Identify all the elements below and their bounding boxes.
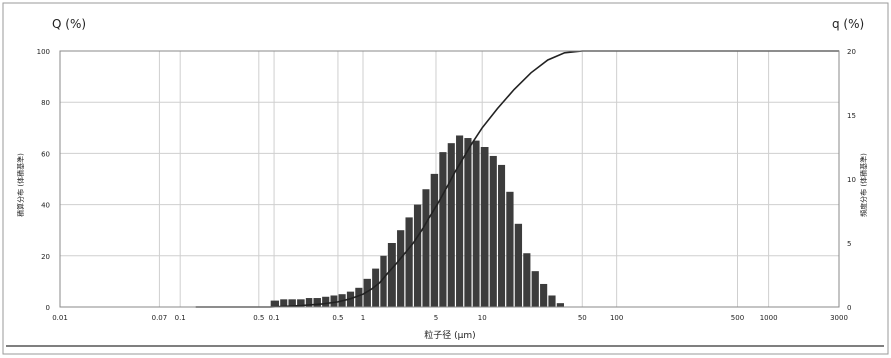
histogram-bar: [288, 299, 296, 307]
x-tick-label: 500: [731, 314, 744, 322]
x-tick-label: 100: [610, 314, 623, 322]
histogram-bar: [456, 135, 464, 307]
x-axis-label: 粒子径 (µm): [424, 329, 475, 341]
left-tick-label: 20: [41, 253, 50, 261]
x-tick-label: 1: [361, 314, 365, 322]
histogram-bar: [363, 278, 371, 307]
histogram-bar: [297, 299, 305, 307]
cumulative-curve: [195, 50, 839, 308]
histogram-bar: [405, 217, 413, 307]
histogram-bar: [548, 295, 556, 307]
histogram-bar: [447, 143, 455, 307]
histogram-bar: [330, 295, 338, 307]
left-axis-title: 積算分布 (体積基準): [16, 153, 25, 217]
histogram-bar: [387, 243, 396, 307]
histogram-bar: [280, 299, 288, 307]
curve-layer: [195, 50, 839, 308]
left-axis-unit: Q (%): [52, 17, 86, 31]
bars-layer: [270, 135, 564, 307]
left-tick-label: 60: [41, 150, 50, 158]
right-tick-label: 15: [847, 112, 856, 120]
right-tick-label: 5: [847, 240, 851, 248]
left-tick-label: 40: [41, 202, 50, 210]
histogram-bar: [430, 173, 439, 307]
x-tick-label: 50: [578, 314, 587, 322]
x-tick-label: 5: [434, 314, 438, 322]
right-tick-label: 20: [847, 48, 856, 56]
histogram-bar: [514, 223, 523, 307]
x-tick-label: 3000: [830, 314, 848, 322]
x-tick-label: 0.5: [253, 314, 264, 322]
right-tick-label: 0: [847, 304, 851, 312]
x-tick-label: 0.5: [332, 314, 343, 322]
x-tick-label: 0.07: [152, 314, 168, 322]
histogram-bar: [313, 298, 321, 307]
plot-frame: [59, 50, 840, 308]
right-tick-label: 10: [847, 176, 856, 184]
histogram-bar: [489, 155, 497, 307]
x-tick-label: 10: [478, 314, 487, 322]
histogram-bar: [472, 140, 480, 307]
right-axis-unit: q (%): [832, 17, 864, 31]
right-axis-title: 頻度分布 (体積基準): [859, 153, 868, 217]
histogram-bar: [480, 147, 489, 307]
histogram-bar: [439, 152, 447, 307]
histogram-bar: [413, 204, 422, 307]
histogram-bar: [523, 253, 531, 307]
histogram-bar: [372, 268, 380, 307]
histogram-bar: [506, 191, 514, 307]
histogram-bar: [305, 298, 313, 307]
histogram-bar: [556, 303, 564, 307]
x-tick-label: 0.1: [269, 314, 280, 322]
x-tick-label: 1000: [760, 314, 778, 322]
histogram-bar: [464, 138, 472, 307]
histogram-bar: [498, 164, 506, 307]
histogram-bar: [540, 283, 548, 307]
x-tick-label: 0.1: [175, 314, 186, 322]
histogram-bar: [355, 287, 363, 307]
left-tick-label: 0: [46, 304, 50, 312]
x-tick-label: 0.01: [52, 314, 68, 322]
histogram-bar: [397, 230, 405, 307]
left-tick-label: 100: [37, 48, 50, 56]
histogram-bar: [270, 300, 280, 307]
histogram-bar: [531, 271, 539, 307]
histogram-bar: [322, 296, 330, 307]
left-tick-label: 80: [41, 99, 50, 107]
histogram-bar: [380, 255, 387, 307]
histogram-bar: [422, 189, 430, 307]
